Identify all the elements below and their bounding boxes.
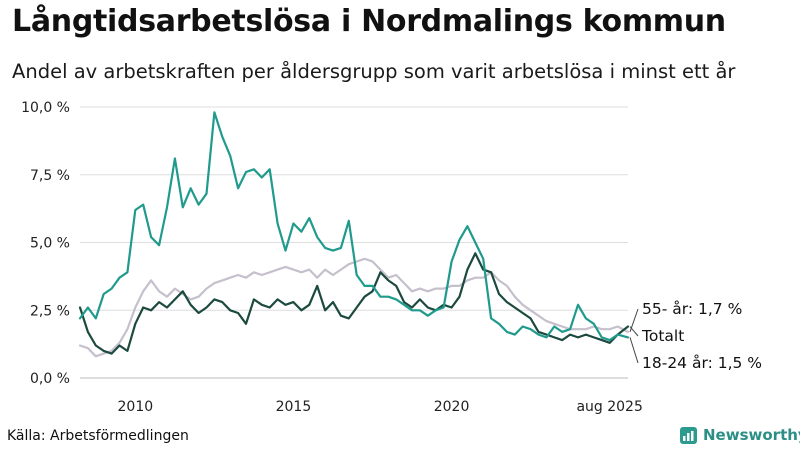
series-line-55-r bbox=[78, 257, 630, 358]
source-note: Källa: Arbetsförmedlingen bbox=[7, 428, 189, 444]
y-axis-ticks: 0,0 % 2,5 % 5,0 % 7,5 % 10,0 % bbox=[21, 100, 70, 387]
end-label: Totalt bbox=[641, 327, 684, 345]
y-tick-label: 7,5 % bbox=[30, 168, 70, 184]
y-tick-label: 0,0 % bbox=[30, 371, 70, 387]
series-lines bbox=[78, 111, 630, 358]
end-labels: 55- år: 1,7 % Totalt 18-24 år: 1,5 % bbox=[629, 300, 762, 372]
end-label: 18-24 år: 1,5 % bbox=[642, 354, 762, 372]
chart-subtitle: Andel av arbetskraften per åldersgrupp s… bbox=[12, 60, 736, 83]
x-tick-label: 2015 bbox=[276, 399, 312, 415]
end-label-connector bbox=[629, 337, 639, 364]
y-tick-label: 2,5 % bbox=[30, 303, 70, 319]
x-tick-label: 2020 bbox=[434, 399, 470, 415]
chart-title: Långtidsarbetslösa i Nordmalings kommun bbox=[12, 4, 726, 39]
y-tick-label: 5,0 % bbox=[30, 236, 70, 252]
x-tick-label: aug 2025 bbox=[576, 399, 642, 415]
end-label: 55- år: 1,7 % bbox=[642, 300, 742, 318]
newsworthy-logo-icon bbox=[680, 426, 697, 444]
brand-logo[interactable]: Newsworthy bbox=[680, 426, 800, 444]
series-line-totalt bbox=[78, 252, 630, 355]
brand-name: Newsworthy bbox=[703, 426, 800, 444]
x-tick-label: 2010 bbox=[118, 399, 154, 415]
y-tick-label: 10,0 % bbox=[21, 100, 70, 116]
series-line-18-24-r bbox=[78, 111, 630, 342]
x-axis-ticks: 2010 2015 2020 aug 2025 bbox=[118, 399, 643, 415]
end-label-connector bbox=[629, 326, 639, 337]
